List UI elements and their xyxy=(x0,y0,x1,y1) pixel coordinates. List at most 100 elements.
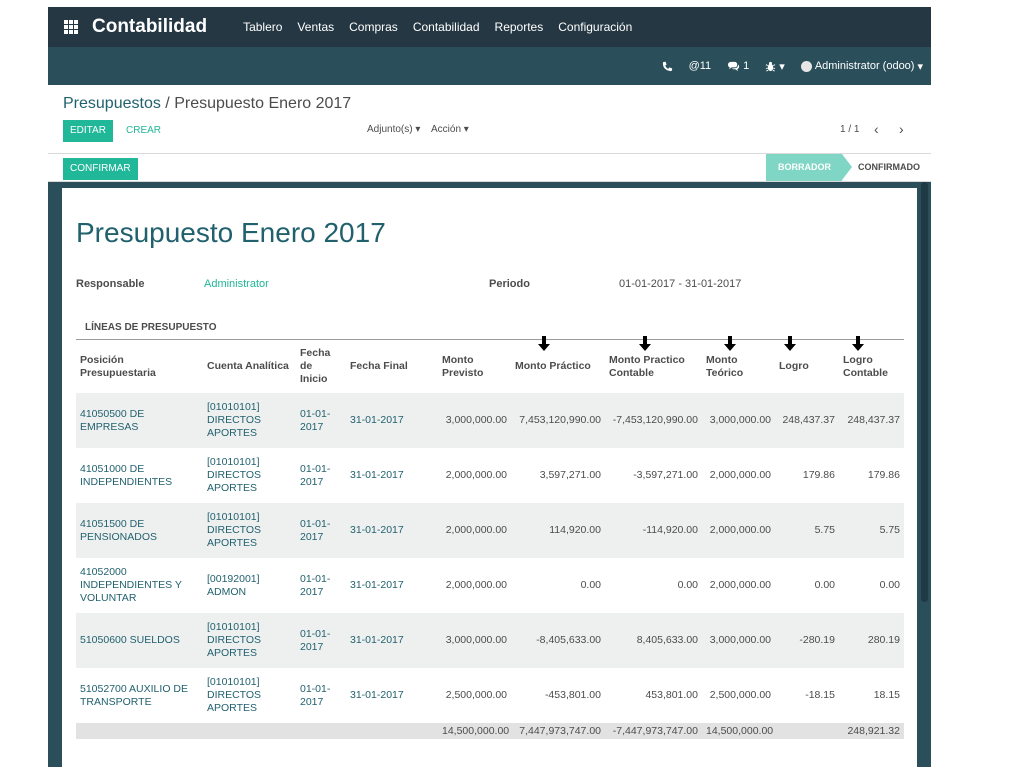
stage-borrador[interactable]: BORRADOR xyxy=(766,154,842,181)
menu-configuracion[interactable]: Configuración xyxy=(558,20,633,34)
cell-monto-practico-contable: 453,801.00 xyxy=(645,689,698,701)
responsable-value[interactable]: Administrator xyxy=(204,278,269,290)
breadcrumb-current: Presupuesto Enero 2017 xyxy=(174,95,352,112)
odoo-app: Contabilidad Tablero Ventas Compras Cont… xyxy=(48,7,931,767)
cell-fecha-final: 31-01-2017 xyxy=(346,503,438,558)
action-dropdown[interactable]: Acción ▾ xyxy=(431,124,469,135)
budget-lines-title: LÍNEAS DE PRESUPUESTO xyxy=(85,322,217,333)
attachments-dropdown[interactable]: Adjunto(s) ▾ xyxy=(367,124,421,135)
user-name: Administrator (odoo) xyxy=(814,60,915,72)
table-row[interactable]: 51050600 SUELDOS [01010101] DIRECTOS APO… xyxy=(76,613,904,668)
arrow-down-icon xyxy=(639,336,651,351)
breadcrumb-presupuestos[interactable]: Presupuestos xyxy=(63,95,161,112)
cell-logro: 179.86 xyxy=(802,469,835,481)
apps-grid-icon[interactable] xyxy=(64,20,78,34)
total-monto-previsto: 14,500,000.00 xyxy=(438,723,511,739)
stage-confirmado[interactable]: CONFIRMADO xyxy=(858,162,920,172)
cell-monto-practico: -453,801.00 xyxy=(544,689,601,701)
form-sheet: Presupuesto Enero 2017 Responsable Admin… xyxy=(62,188,917,767)
cell-fecha-final: 31-01-2017 xyxy=(350,579,404,591)
menu-compras[interactable]: Compras xyxy=(349,20,398,34)
caret-down-icon: ▾ xyxy=(779,60,785,73)
debug-menu[interactable]: ▾ xyxy=(765,60,785,73)
menu-tablero[interactable]: Tablero xyxy=(243,20,283,34)
table-row[interactable]: 41052000 INDEPENDIENTES Y VOLUNTAR [0019… xyxy=(76,558,904,613)
cell-monto-teorico: 3,000,000.00 xyxy=(702,393,775,448)
chevron-left-icon[interactable]: ‹ xyxy=(874,121,879,137)
mentions-counter[interactable]: @11 xyxy=(688,60,712,72)
cell-logro-contable: 0.00 xyxy=(879,579,900,591)
cell-logro-contable: 179.86 xyxy=(867,469,900,481)
cell-fecha-inicio: 01-01-2017 xyxy=(296,613,346,668)
table-header-row: Posición Presupuestaria Cuenta Analítica… xyxy=(76,340,904,393)
menu-contabilidad[interactable]: Contabilidad xyxy=(412,20,480,34)
cell-monto-previsto: 3,000,000.00 xyxy=(438,613,511,668)
cell-monto-practico-contable: 0.00 xyxy=(677,579,698,591)
cell-posicion: 51052700 AUXILIO DE TRANSPORTE xyxy=(80,682,188,708)
pager-value[interactable]: 1 / 1 xyxy=(840,124,860,135)
col-monto-practico-contable[interactable]: Monto Practico Contable xyxy=(609,353,685,379)
totals-row: 14,500,000.00 7,447,973,747.00 -7,447,97… xyxy=(76,723,904,739)
edit-button[interactable]: EDITAR xyxy=(63,120,113,142)
cell-monto-teorico: 2,000,000.00 xyxy=(702,503,775,558)
cell-monto-practico: -8,405,633.00 xyxy=(511,613,605,668)
breadcrumb-separator: / xyxy=(160,95,175,112)
table-row[interactable]: 41051000 DE INDEPENDIENTES [01010101] DI… xyxy=(76,448,904,503)
bug-icon xyxy=(765,61,776,71)
menu-reportes[interactable]: Reportes xyxy=(494,20,544,34)
table-row[interactable]: 51052700 AUXILIO DE TRANSPORTE [01010101… xyxy=(76,668,904,723)
cell-fecha-inicio: 01-01-2017 xyxy=(296,503,346,558)
scrollbar[interactable] xyxy=(921,182,928,602)
cell-monto-practico: 3,597,271.00 xyxy=(539,469,601,481)
cell-fecha-inicio: 01-01-2017 xyxy=(300,462,331,488)
cell-logro: -18.15 xyxy=(805,689,835,701)
cell-monto-previsto: 2,000,000.00 xyxy=(438,503,511,558)
arrow-down-icon xyxy=(538,336,550,351)
total-cell xyxy=(203,723,296,739)
messages-button[interactable]: 1 xyxy=(727,60,749,72)
col-posicion[interactable]: Posición Presupuestaria xyxy=(80,353,156,379)
arrow-down-icon xyxy=(852,336,864,351)
cell-cuenta: [01010101] DIRECTOS APORTES xyxy=(203,393,296,448)
col-logro[interactable]: Logro xyxy=(779,360,809,372)
cell-monto-practico-contable: -7,453,120,990.00 xyxy=(605,393,702,448)
create-button[interactable]: CREAR xyxy=(126,125,162,136)
cell-cuenta: [01010101] DIRECTOS APORTES xyxy=(207,456,262,494)
chevron-right-icon[interactable]: › xyxy=(899,121,904,137)
table-row[interactable]: 41050500 DE EMPRESAS [01010101] DIRECTOS… xyxy=(76,393,904,448)
cell-logro: -280.19 xyxy=(775,613,839,668)
cell-cuenta: [00192001] ADMON xyxy=(207,572,260,598)
col-fecha-inicio[interactable]: Fecha de Inicio xyxy=(300,347,331,385)
menu-ventas[interactable]: Ventas xyxy=(297,20,335,34)
cell-fecha-inicio: 01-01-2017 xyxy=(300,682,331,708)
confirm-button[interactable]: CONFIRMAR xyxy=(63,158,138,180)
cell-posicion: 41051000 DE INDEPENDIENTES xyxy=(80,462,173,488)
cell-cuenta: [01010101] DIRECTOS APORTES xyxy=(207,676,262,714)
cell-fecha-inicio: 01-01-2017 xyxy=(296,393,346,448)
cell-monto-practico: 114,920.00 xyxy=(511,503,605,558)
user-menu[interactable]: Administrator (odoo) ▾ xyxy=(800,60,923,73)
cell-posicion: 41051500 DE PENSIONADOS xyxy=(76,503,203,558)
col-monto-teorico[interactable]: Monto Teórico xyxy=(706,353,744,379)
form-title: Presupuesto Enero 2017 xyxy=(76,217,386,248)
table-row[interactable]: 41051500 DE PENSIONADOS [01010101] DIREC… xyxy=(76,503,904,558)
col-monto-previsto[interactable]: Monto Previsto xyxy=(442,353,484,379)
responsable-label: Responsable xyxy=(76,278,145,290)
cell-logro: 0.00 xyxy=(814,579,835,591)
cell-monto-practico: 7,453,120,990.00 xyxy=(511,393,605,448)
budget-lines-table: Posición Presupuestaria Cuenta Analítica… xyxy=(76,340,904,739)
col-logro-contable[interactable]: Logro Contable xyxy=(843,353,888,379)
statusbar: CONFIRMAR BORRADOR CONFIRMADO xyxy=(48,153,931,182)
periodo-label: Periodo xyxy=(489,278,530,290)
col-cuenta[interactable]: Cuenta Analítica xyxy=(207,360,289,372)
col-fecha-final[interactable]: Fecha Final xyxy=(350,360,408,372)
caret-down-icon: ▾ xyxy=(917,60,923,73)
arrow-down-icon xyxy=(724,336,736,351)
col-monto-practico[interactable]: Monto Práctico xyxy=(515,360,591,372)
top-navbar: Contabilidad Tablero Ventas Compras Cont… xyxy=(48,7,931,47)
section-divider xyxy=(76,339,904,340)
cell-logro: 5.75 xyxy=(775,503,839,558)
cell-logro: 248,437.37 xyxy=(775,393,839,448)
phone-icon[interactable] xyxy=(662,61,673,72)
cell-posicion: 51050600 SUELDOS xyxy=(76,613,203,668)
